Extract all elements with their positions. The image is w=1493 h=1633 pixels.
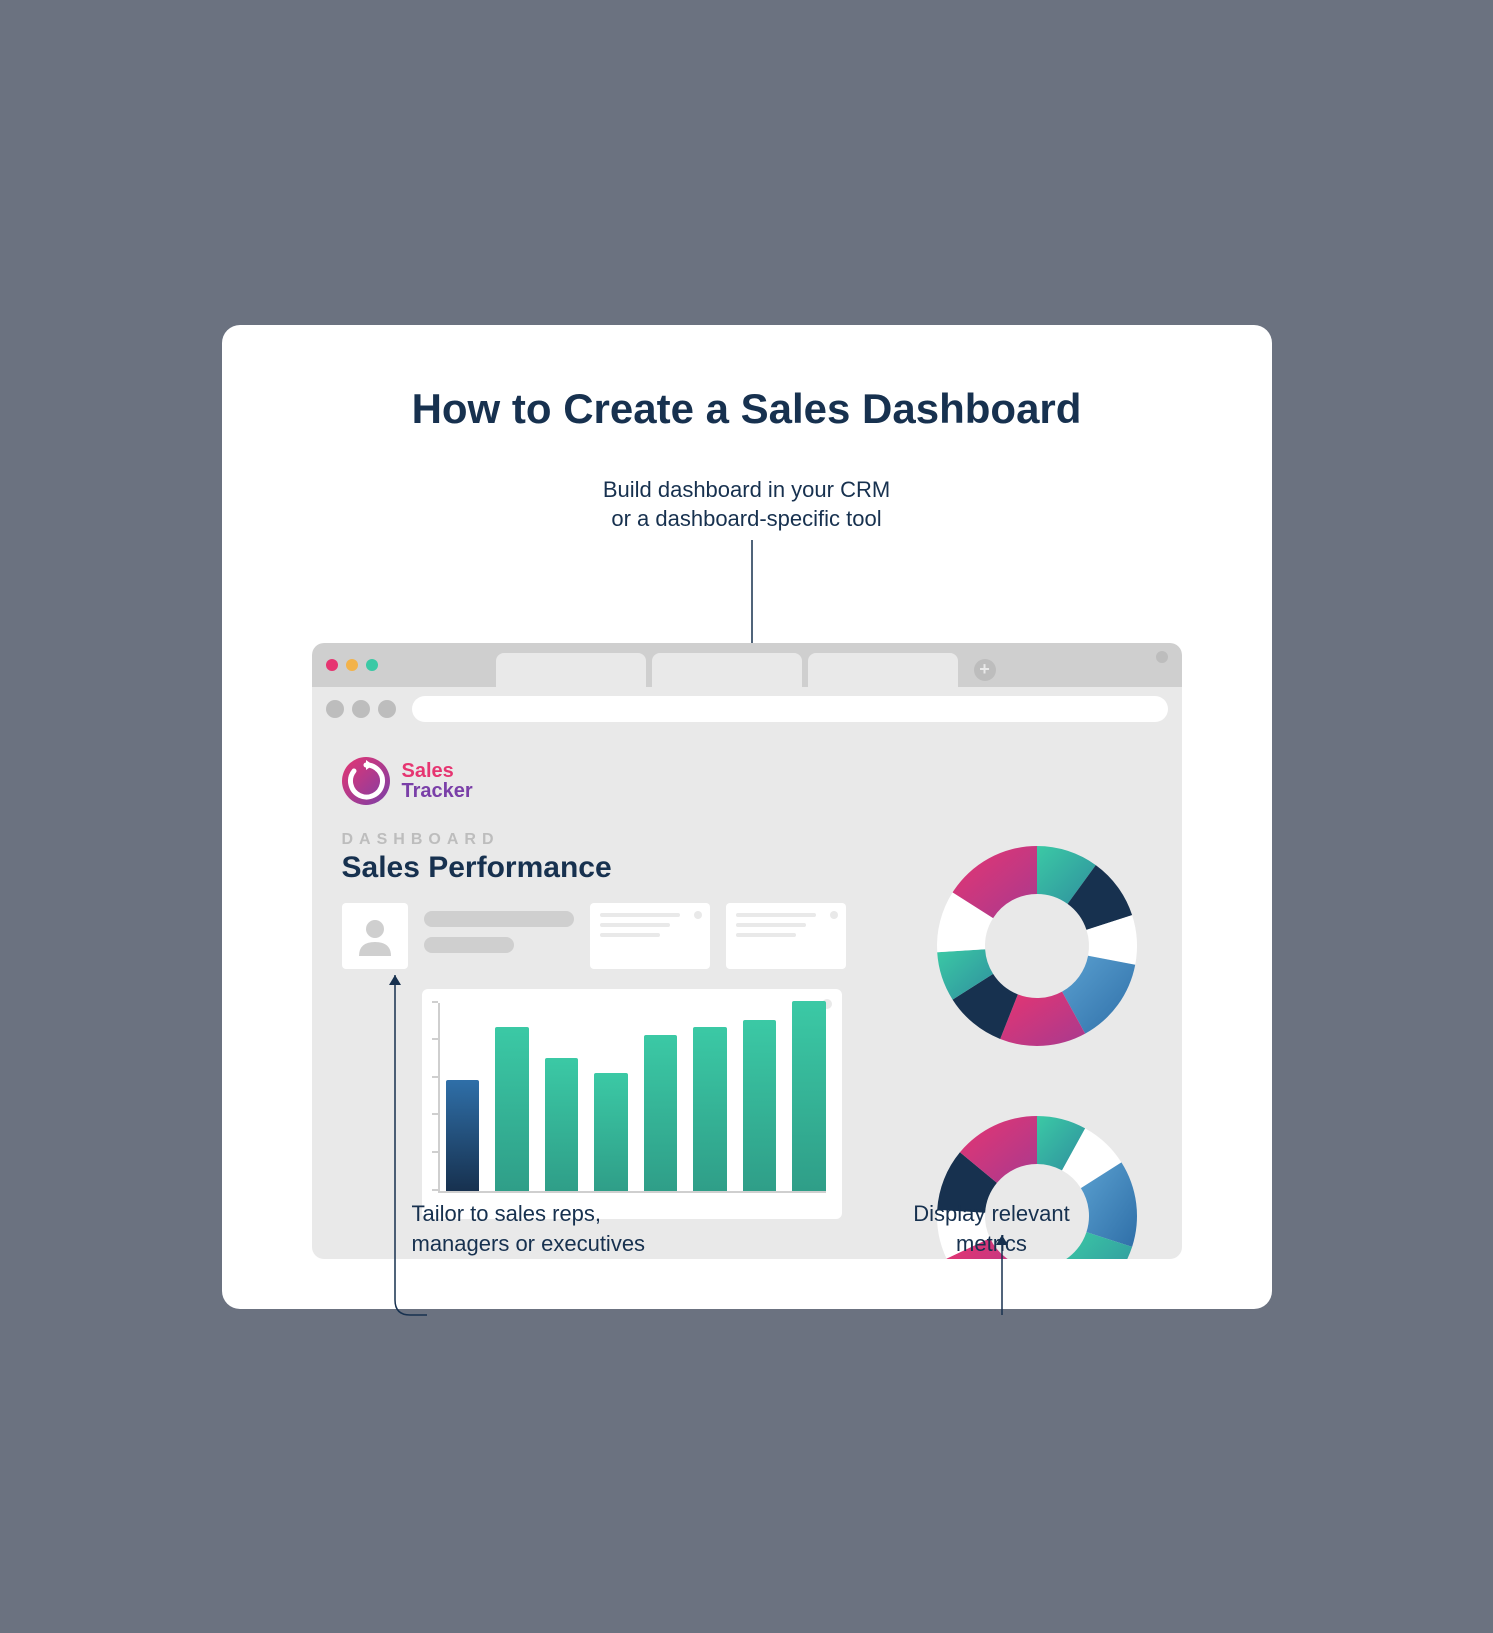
bar [644, 1035, 678, 1191]
brand-logo-icon [342, 757, 390, 805]
app-brand: Sales Tracker [342, 757, 1152, 805]
brand-name: Sales Tracker [402, 761, 473, 801]
donut-chart-top[interactable] [922, 831, 1152, 1061]
user-meta-placeholder [424, 911, 574, 953]
nav-reload-icon[interactable] [378, 700, 396, 718]
bar [446, 1080, 480, 1190]
annotation-top: Build dashboard in your CRMor a dashboar… [537, 475, 957, 534]
brand-line2: Tracker [402, 781, 473, 801]
window-max-dot[interactable] [366, 659, 378, 671]
bar [594, 1073, 628, 1191]
page-title: How to Create a Sales Dashboard [262, 385, 1232, 433]
stat-card[interactable] [590, 903, 710, 969]
bar [495, 1027, 529, 1190]
stat-card[interactable] [726, 903, 846, 969]
person-icon [353, 914, 397, 958]
bar [545, 1058, 579, 1191]
browser-tab-bar: + [312, 643, 1182, 687]
window-min-dot[interactable] [346, 659, 358, 671]
nav-forward-icon[interactable] [352, 700, 370, 718]
bar-chart [438, 1003, 826, 1193]
bar [693, 1027, 727, 1190]
window-close-dot[interactable] [326, 659, 338, 671]
annotation-bottom-left: Tailor to sales reps,managers or executi… [412, 1199, 712, 1258]
browser-window: + Sal [312, 643, 1182, 1259]
browser-tab[interactable] [652, 653, 802, 687]
bar [743, 1020, 777, 1191]
browser-toolbar [312, 687, 1182, 731]
user-avatar[interactable] [342, 903, 408, 969]
annotation-bottom-right: Display relevantmetrics [882, 1199, 1102, 1258]
browser-tab[interactable] [808, 653, 958, 687]
nav-back-icon[interactable] [326, 700, 344, 718]
dashboard-page: Sales Tracker DASHBOARD Sales Performanc… [312, 731, 1182, 1259]
brand-line1: Sales [402, 761, 473, 781]
bar-chart-card[interactable] [422, 989, 842, 1219]
address-bar[interactable] [412, 696, 1168, 722]
bar [792, 1001, 826, 1191]
tab-overflow-icon[interactable] [1156, 651, 1168, 663]
browser-tab[interactable] [496, 653, 646, 687]
new-tab-button[interactable]: + [974, 659, 996, 681]
infographic-canvas: How to Create a Sales Dashboard Build da… [222, 325, 1272, 1309]
